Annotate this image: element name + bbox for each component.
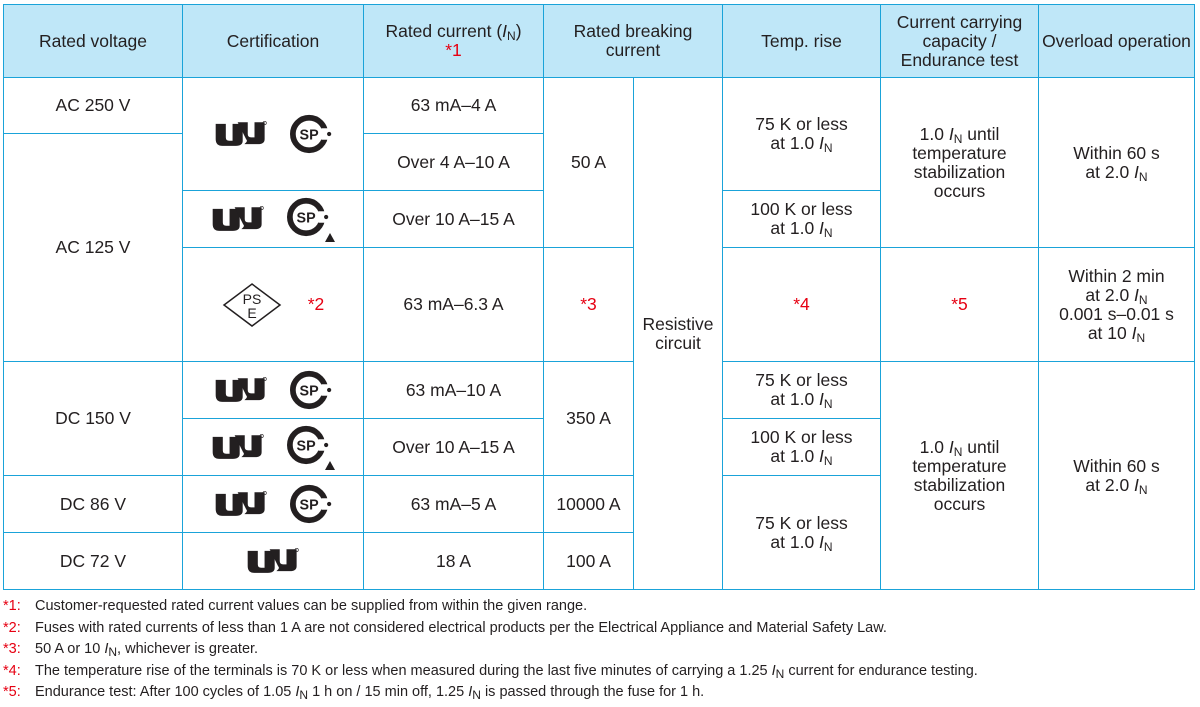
cert-pse: PS E *2 [182, 247, 364, 362]
header-rated-voltage: Rated voltage [3, 4, 183, 78]
current-cell: Over 10 A–15 A [363, 418, 544, 476]
pse-note: *2 [307, 294, 325, 314]
ul-recognized-icon [214, 119, 268, 149]
breaking-ac: 50 A [543, 77, 634, 248]
cert-ul-csa [182, 77, 364, 191]
breaking-circuit: Resistive circuit [633, 77, 723, 590]
current-cell: 63 mA–6.3 A [363, 247, 544, 362]
svg-text:PS: PS [242, 291, 261, 307]
temp-pse: *4 [722, 247, 881, 362]
voltage-dc72: DC 72 V [3, 532, 183, 590]
csa-icon [290, 113, 332, 155]
temp-100-dc150: 100 K or less at 1.0 IN [722, 418, 881, 476]
header-rated-breaking-current: Rated breaking current [543, 4, 723, 78]
ul-recognized-icon [214, 489, 268, 519]
overload-pse: Within 2 min at 2.0 IN 0.001 s–0.01 s at… [1038, 247, 1195, 362]
current-cell: 63 mA–10 A [363, 361, 544, 419]
cert-ul [182, 532, 364, 590]
table-row: PS E *2 63 mA–6.3 A *3 *4 *5 Within 2 mi… [4, 247, 1195, 362]
cert-ul-csa [182, 475, 364, 533]
breaking-dc72: 100 A [543, 532, 634, 590]
overload-ac: Within 60 s at 2.0 IN [1038, 77, 1195, 248]
footnote-2: *2: Fuses with rated currents of less tha… [3, 619, 887, 636]
cert-ul-csa-triangle [182, 418, 364, 476]
temp-75-dc-low: 75 K or less at 1.0 IN [722, 475, 881, 590]
ccc-ac: 1.0 IN until temperature stabilization occ… [880, 77, 1039, 248]
table-row: Over 10 A–15 A 100 K or less at 1.0 IN [4, 418, 1195, 476]
breaking-pse: *3 [543, 247, 634, 362]
table-row: AC 250 V 63 mA–4 A 50 A Resistive circui… [3, 77, 1195, 590]
csa-icon [290, 369, 332, 411]
table-row: AC 125 V Over 4 A–10 A [3, 133, 1195, 362]
footnote-1: *1: Customer-requested rated current valu… [3, 598, 588, 614]
breaking-dc150: 350 A [543, 361, 634, 476]
header-rated-current: Rated current (IN) *1 [363, 4, 544, 78]
header-row: Rated voltage Certification Rated curren… [3, 4, 1195, 78]
cert-ul-csa-triangle [182, 190, 364, 248]
header-current-carrying-capacity: Current carrying capacity / Endurance test [880, 4, 1039, 78]
voltage-ac250: AC 250 V [3, 77, 183, 134]
spec-table: Rated voltage Certification Rated curren… [3, 4, 1195, 590]
table-row: DC 72 V 18 A 100 A [3, 532, 1195, 590]
csa-triangle-icon [287, 196, 335, 242]
voltage-dc86: DC 86 V [3, 475, 183, 533]
temp-75-dc150: 75 K or less at 1.0 IN [722, 361, 881, 419]
current-cell: Over 10 A–15 A [363, 190, 544, 248]
svg-text:E: E [247, 305, 256, 321]
footnotes: *1: Customer-requested rated current valu… [3, 596, 1193, 704]
ccc-pse: *5 [880, 247, 1039, 362]
header-certification: Certification [182, 4, 364, 78]
current-cell: 63 mA–5 A [363, 475, 544, 533]
current-cell: 63 mA–4 A [363, 77, 544, 134]
footnote-3: *3: 50 A or 10 IN, whichever is greater. [3, 641, 259, 660]
footnote-4: *4: The temperature rise of the terminals… [3, 662, 978, 681]
temp-100-ac: 100 K or less at 1.0 IN [722, 190, 881, 248]
overload-dc: Within 60 s at 2.0 IN [1038, 361, 1195, 590]
table-row: DC 150 V 63 mA–10 A 350 A 75 K or less at… [3, 361, 1195, 590]
header-overload-operation: Overload operation [1038, 4, 1195, 78]
csa-icon [290, 483, 332, 525]
ccc-dc: 1.0 IN until temperature stabilization occ… [880, 361, 1039, 590]
voltage-ac125: AC 125 V [3, 133, 183, 362]
ul-recognized-icon [214, 375, 268, 405]
header-temp-rise: Temp. rise [722, 4, 881, 78]
current-cell: Over 4 A–10 A [363, 133, 544, 191]
csa-triangle-icon [287, 424, 335, 470]
footnote-5: *5: Endurance test: After 100 cycles of 1… [3, 684, 705, 703]
temp-75-ac: 75 K or less at 1.0 IN [722, 77, 881, 191]
ul-recognized-icon [211, 432, 265, 462]
pse-diamond-icon: PS E [222, 282, 281, 327]
current-cell: 18 A [363, 532, 544, 590]
table-row: Over 10 A–15 A 100 K or less at 1.0 IN [4, 190, 1195, 248]
voltage-dc150: DC 150 V [3, 361, 183, 476]
ul-recognized-icon [246, 546, 300, 576]
breaking-dc86: 10000 A [543, 475, 634, 533]
ul-recognized-icon [211, 204, 265, 234]
cert-ul-csa [182, 361, 364, 419]
